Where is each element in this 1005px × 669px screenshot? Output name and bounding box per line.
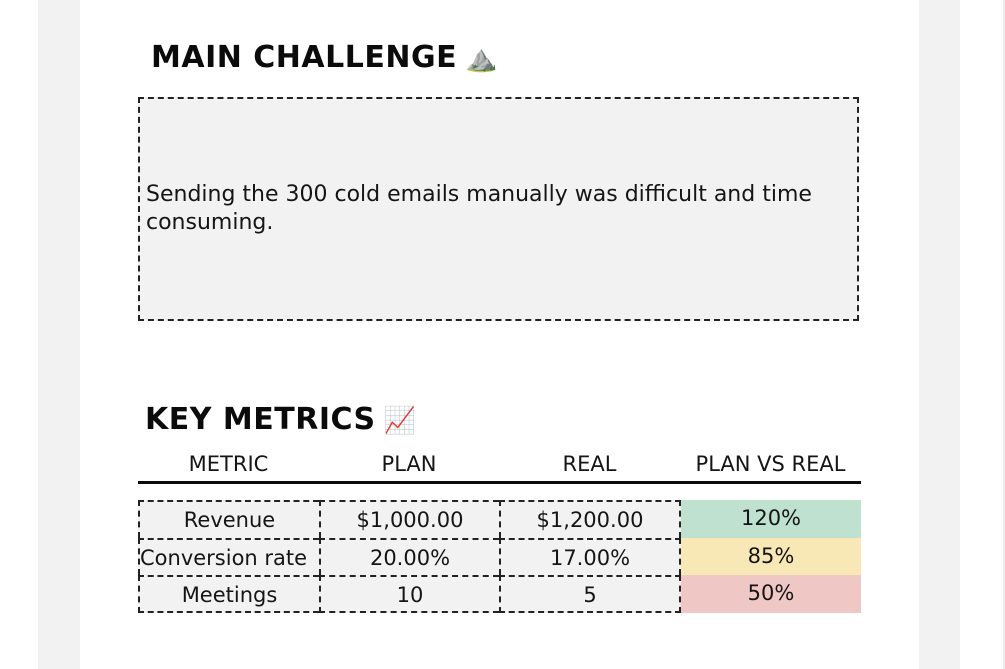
plan-vs-real-cell[interactable]: 50% xyxy=(681,575,861,613)
plan-vs-real-cell[interactable]: 120% xyxy=(681,500,861,538)
mountain-icon: ⛰️ xyxy=(465,44,498,74)
column-header-metric: METRIC xyxy=(188,452,269,476)
real-cell[interactable]: 5 xyxy=(499,575,681,613)
real-cell[interactable]: 17.00% xyxy=(499,537,681,575)
plan-cell[interactable]: $1,000.00 xyxy=(319,500,499,538)
metric-cell[interactable]: Meetings xyxy=(138,575,319,613)
right-gutter xyxy=(919,0,960,669)
table-row: Revenue $1,000.00 $1,200.00 120% xyxy=(138,500,861,538)
left-gutter xyxy=(38,0,80,669)
metrics-table-body: Revenue $1,000.00 $1,200.00 120% Convers… xyxy=(138,500,861,613)
header-divider xyxy=(138,481,861,484)
challenge-text: Sending the 300 cold emails manually was… xyxy=(146,182,812,235)
column-header-real: REAL xyxy=(562,452,617,476)
plan-vs-real-cell[interactable]: 85% xyxy=(681,537,861,575)
challenge-text-box[interactable]: Sending the 300 cold emails manually was… xyxy=(138,97,859,321)
metric-cell[interactable]: Conversion rate xyxy=(138,537,319,575)
metric-cell[interactable]: Revenue xyxy=(138,500,319,538)
chart-increasing-icon: 📈 xyxy=(383,406,417,436)
table-row: Conversion rate 20.00% 17.00% 85% xyxy=(138,537,861,575)
key-metrics-title: KEY METRICS xyxy=(145,402,376,437)
column-header-plan-vs-real: PLAN VS REAL xyxy=(695,452,846,476)
key-metrics-heading: KEY METRICS 📈 xyxy=(145,402,417,437)
column-header-plan: PLAN xyxy=(381,452,437,476)
plan-cell[interactable]: 20.00% xyxy=(319,537,499,575)
scrollbar-edge xyxy=(1003,0,1005,669)
table-row: Meetings 10 5 50% xyxy=(138,575,861,613)
main-challenge-title: MAIN CHALLENGE xyxy=(151,40,458,75)
plan-cell[interactable]: 10 xyxy=(319,575,499,613)
real-cell[interactable]: $1,200.00 xyxy=(499,500,681,538)
main-challenge-heading: MAIN CHALLENGE ⛰️ xyxy=(151,40,498,75)
metrics-table-header: METRIC PLAN REAL PLAN VS REAL xyxy=(138,450,861,480)
